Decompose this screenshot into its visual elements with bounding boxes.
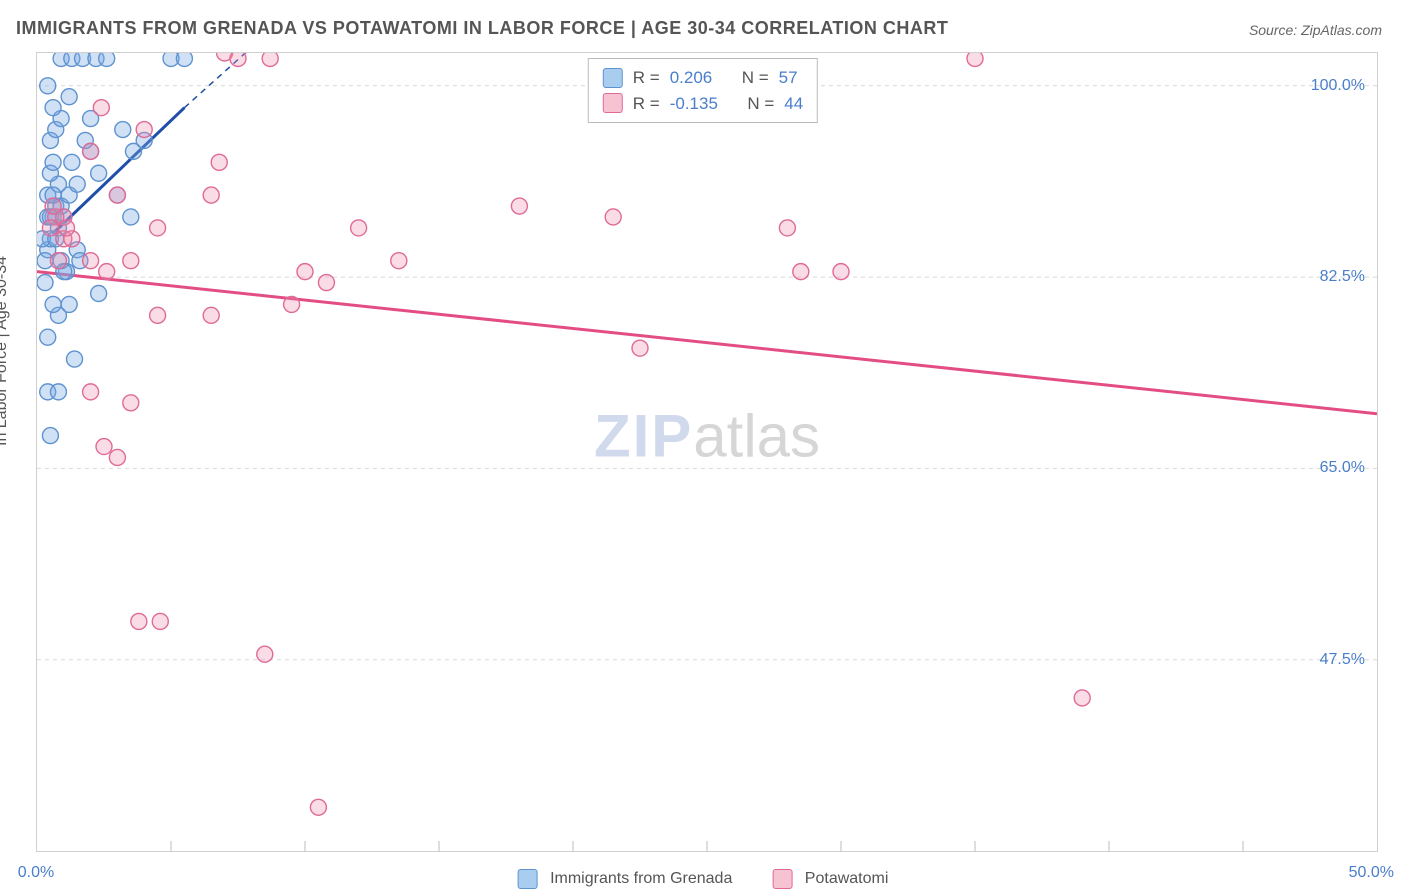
y-axis-tick-label: 100.0% xyxy=(1311,77,1365,95)
series1-swatch-icon xyxy=(518,869,538,889)
series1-swatch-icon xyxy=(603,68,623,88)
correlation-stats-box: R = 0.206 N = 57 R = -0.135 N = 44 xyxy=(588,58,818,123)
x-axis-max-label: 50.0% xyxy=(1349,864,1394,882)
series2-swatch-icon xyxy=(772,869,792,889)
legend-label-series1: Immigrants from Grenada xyxy=(550,870,732,887)
legend-label-series2: Potawatomi xyxy=(805,870,889,887)
legend-item-series1: Immigrants from Grenada xyxy=(518,869,733,889)
chart-container: IMMIGRANTS FROM GRENADA VS POTAWATOMI IN… xyxy=(0,0,1406,892)
N-label: N = xyxy=(747,91,774,117)
scatter-plot-svg xyxy=(37,53,1377,851)
series2-swatch-icon xyxy=(603,93,623,113)
y-axis-tick-label: 65.0% xyxy=(1320,459,1365,477)
chart-title: IMMIGRANTS FROM GRENADA VS POTAWATOMI IN… xyxy=(16,18,948,39)
plot-area: ZIPatlas 47.5%65.0%82.5%100.0% xyxy=(36,52,1378,852)
stats-row-series2: R = -0.135 N = 44 xyxy=(603,91,803,117)
legend-item-series2: Potawatomi xyxy=(772,869,888,889)
y-axis-tick-label: 47.5% xyxy=(1320,651,1365,669)
source-name: ZipAtlas.com xyxy=(1301,22,1382,38)
y-axis-label: In Labor Force | Age 30-34 xyxy=(0,256,11,446)
R-value-series2: -0.135 xyxy=(670,91,718,117)
R-label: R = xyxy=(633,65,660,91)
R-label: R = xyxy=(633,91,660,117)
N-label: N = xyxy=(742,65,769,91)
source-label: Source: xyxy=(1249,22,1297,38)
N-value-series1: 57 xyxy=(779,65,798,91)
N-value-series2: 44 xyxy=(784,91,803,117)
R-value-series1: 0.206 xyxy=(670,65,713,91)
stats-row-series1: R = 0.206 N = 57 xyxy=(603,65,803,91)
legend: Immigrants from Grenada Potawatomi xyxy=(518,869,889,889)
y-axis-tick-label: 82.5% xyxy=(1320,268,1365,286)
x-axis-min-label: 0.0% xyxy=(18,864,54,882)
source-attribution: Source: ZipAtlas.com xyxy=(1249,22,1382,38)
